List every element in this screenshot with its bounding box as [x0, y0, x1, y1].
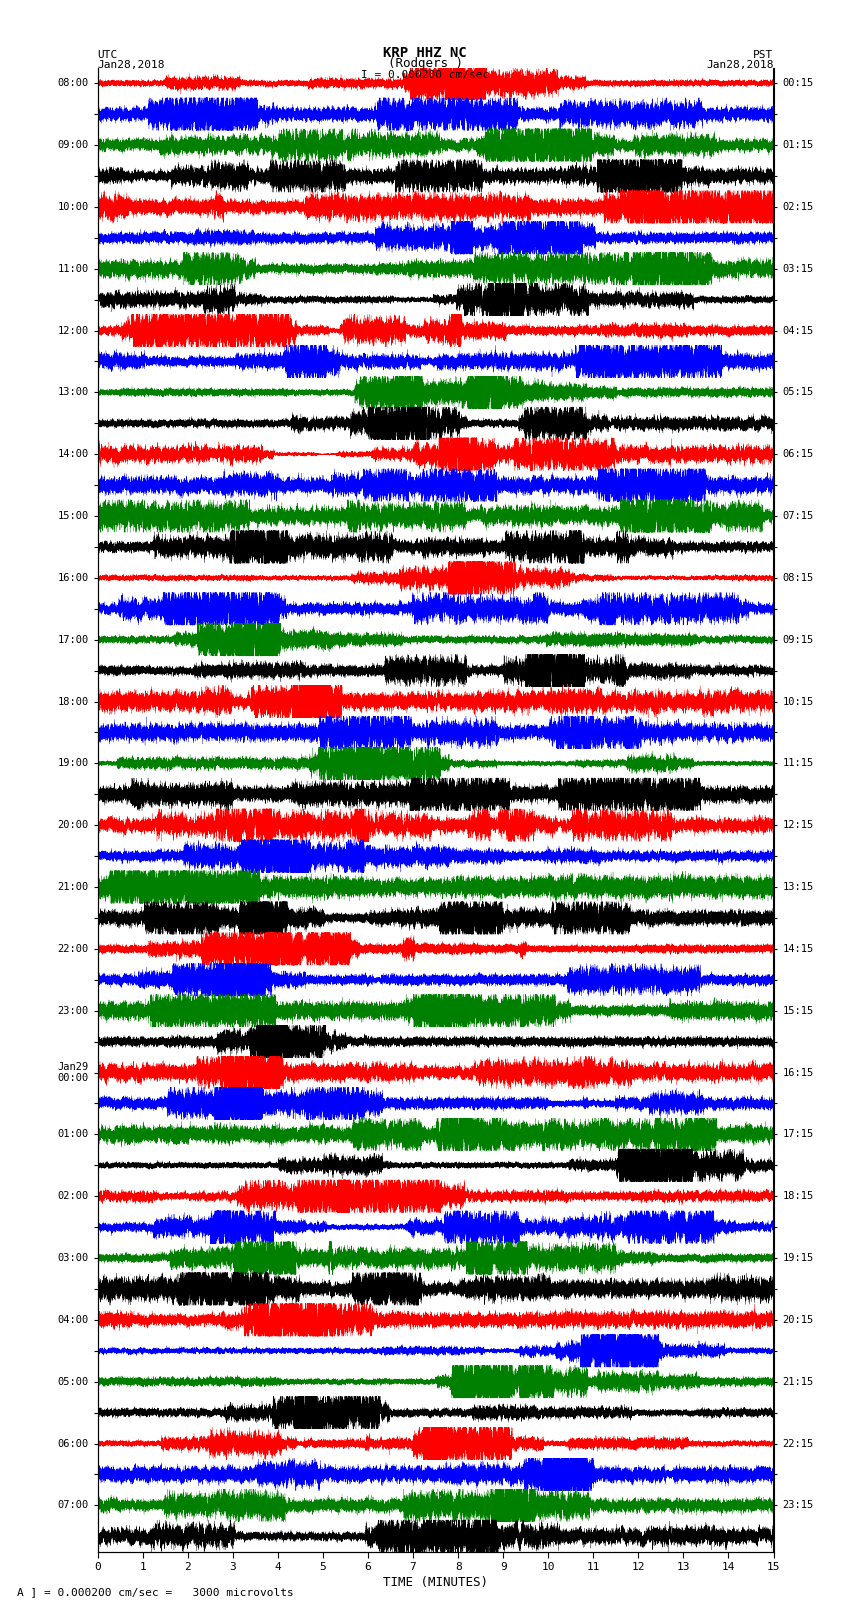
Text: Jan28,2018: Jan28,2018	[706, 60, 774, 71]
Text: I = 0.000200 cm/sec: I = 0.000200 cm/sec	[361, 69, 489, 79]
Text: UTC: UTC	[98, 50, 118, 60]
Text: A ] = 0.000200 cm/sec =   3000 microvolts: A ] = 0.000200 cm/sec = 3000 microvolts	[17, 1587, 294, 1597]
X-axis label: TIME (MINUTES): TIME (MINUTES)	[383, 1576, 488, 1589]
Text: PST: PST	[753, 50, 774, 60]
Text: Jan28,2018: Jan28,2018	[98, 60, 165, 71]
Text: KRP HHZ NC: KRP HHZ NC	[383, 47, 467, 60]
Text: (Rodgers ): (Rodgers )	[388, 56, 462, 71]
